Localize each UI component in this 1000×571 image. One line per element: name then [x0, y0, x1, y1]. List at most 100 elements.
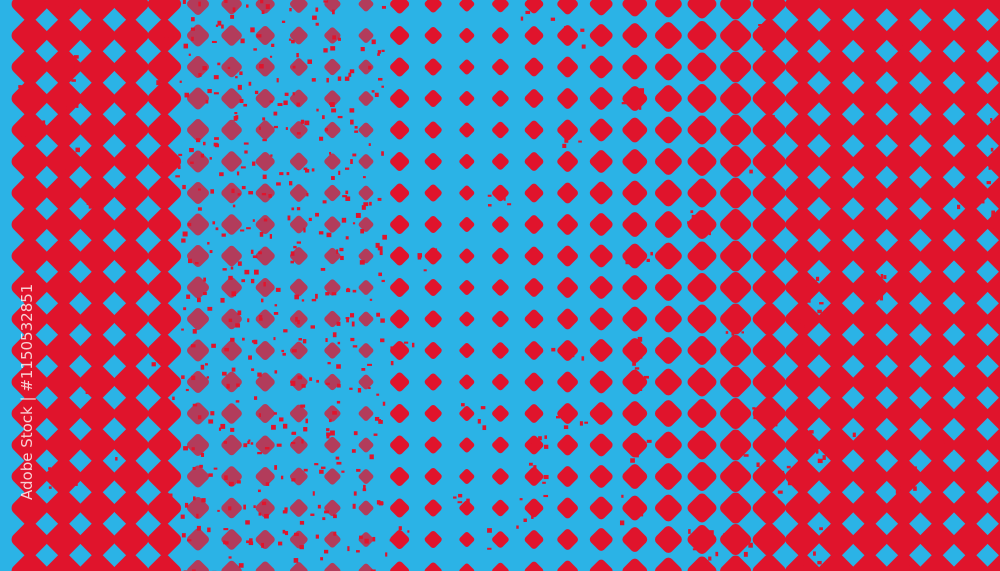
halftone-dot	[687, 367, 717, 397]
speckle	[283, 423, 288, 429]
speckle	[822, 455, 826, 460]
speckle	[265, 4, 270, 9]
halftone-dot	[289, 530, 308, 549]
halftone-dot	[78, 80, 116, 117]
speckle	[708, 556, 712, 561]
halftone-dot	[255, 120, 275, 140]
halftone-dot	[147, 491, 182, 525]
speckle	[332, 35, 336, 40]
halftone-dot	[390, 151, 410, 172]
speckle	[380, 318, 385, 323]
halftone-dot	[492, 405, 509, 422]
speckle	[246, 4, 249, 8]
speckle	[31, 9, 36, 14]
speckle	[345, 190, 349, 195]
halftone-dot	[45, 143, 83, 180]
speckle	[333, 531, 337, 536]
halftone-dot	[654, 85, 682, 112]
halftone-dot	[589, 433, 613, 457]
speckle	[752, 407, 756, 410]
halftone-dot	[255, 435, 275, 455]
halftone-dot	[424, 184, 442, 202]
speckle	[279, 417, 284, 422]
speckle	[646, 439, 652, 443]
halftone-dot	[459, 0, 475, 12]
halftone-dot	[113, 269, 149, 306]
halftone-dot	[524, 152, 544, 171]
speckle	[198, 1, 201, 7]
halftone-dot	[324, 279, 341, 296]
halftone-dot	[687, 556, 717, 571]
speckle	[344, 76, 350, 81]
speckle	[815, 450, 819, 454]
halftone-dot	[524, 89, 544, 108]
halftone-dot	[255, 214, 275, 235]
speckle	[291, 432, 295, 435]
speckle	[350, 119, 354, 125]
halftone-dot	[885, 143, 923, 180]
halftone-dot	[654, 400, 682, 427]
speckle	[914, 466, 917, 472]
halftone-dot	[187, 87, 209, 110]
speckle	[294, 532, 299, 536]
halftone-dot	[147, 81, 182, 116]
speckle	[337, 383, 341, 388]
speckle	[219, 172, 224, 177]
halftone-dot	[687, 304, 717, 334]
speckle	[291, 207, 295, 211]
halftone-dot	[952, 458, 990, 495]
speckle	[315, 212, 319, 217]
halftone-dot	[459, 437, 475, 453]
speckle	[160, 352, 164, 356]
halftone-dot	[255, 372, 275, 392]
speckle	[319, 136, 324, 141]
speckle	[69, 3, 75, 8]
speckle	[211, 40, 217, 44]
speckle	[75, 483, 78, 486]
speckle	[182, 184, 186, 190]
speckle	[71, 502, 75, 508]
halftone-dot	[752, 459, 786, 494]
speckle	[246, 540, 251, 544]
halftone-dot	[390, 277, 410, 298]
speckle	[286, 172, 290, 176]
speckle	[183, 446, 188, 451]
halftone-dot	[11, 80, 49, 117]
halftone-dot	[113, 458, 149, 495]
speckle	[339, 247, 344, 252]
halftone-dot	[11, 332, 49, 369]
speckle	[296, 132, 301, 135]
halftone-dot	[885, 80, 923, 117]
speckle	[240, 38, 245, 44]
speckle	[169, 371, 173, 376]
halftone-dot	[424, 405, 442, 422]
halftone-dot	[424, 531, 442, 548]
halftone-dot	[11, 489, 49, 527]
halftone-dot	[11, 552, 49, 571]
halftone-dot	[720, 398, 752, 429]
speckle	[817, 309, 822, 314]
speckle	[288, 38, 292, 41]
halftone-dot	[358, 217, 374, 232]
speckle	[990, 147, 994, 152]
halftone-dot	[752, 113, 786, 147]
halftone-dot	[918, 426, 956, 464]
halftone-dot	[985, 426, 1000, 464]
speckle	[244, 150, 248, 154]
halftone-dot	[720, 555, 752, 571]
halftone-dot	[918, 269, 956, 306]
speckle	[305, 169, 310, 173]
speckle	[543, 474, 549, 480]
halftone-dot	[459, 248, 475, 264]
halftone-dot	[851, 174, 889, 212]
speckle	[70, 64, 75, 69]
speckle	[273, 312, 279, 315]
speckle	[230, 266, 234, 270]
halftone-dot	[985, 0, 1000, 23]
halftone-dot	[492, 58, 509, 76]
halftone-dot	[459, 500, 475, 516]
speckle	[381, 151, 384, 156]
speckle	[289, 181, 293, 186]
halftone-dot	[885, 0, 923, 23]
speckle	[487, 528, 492, 533]
